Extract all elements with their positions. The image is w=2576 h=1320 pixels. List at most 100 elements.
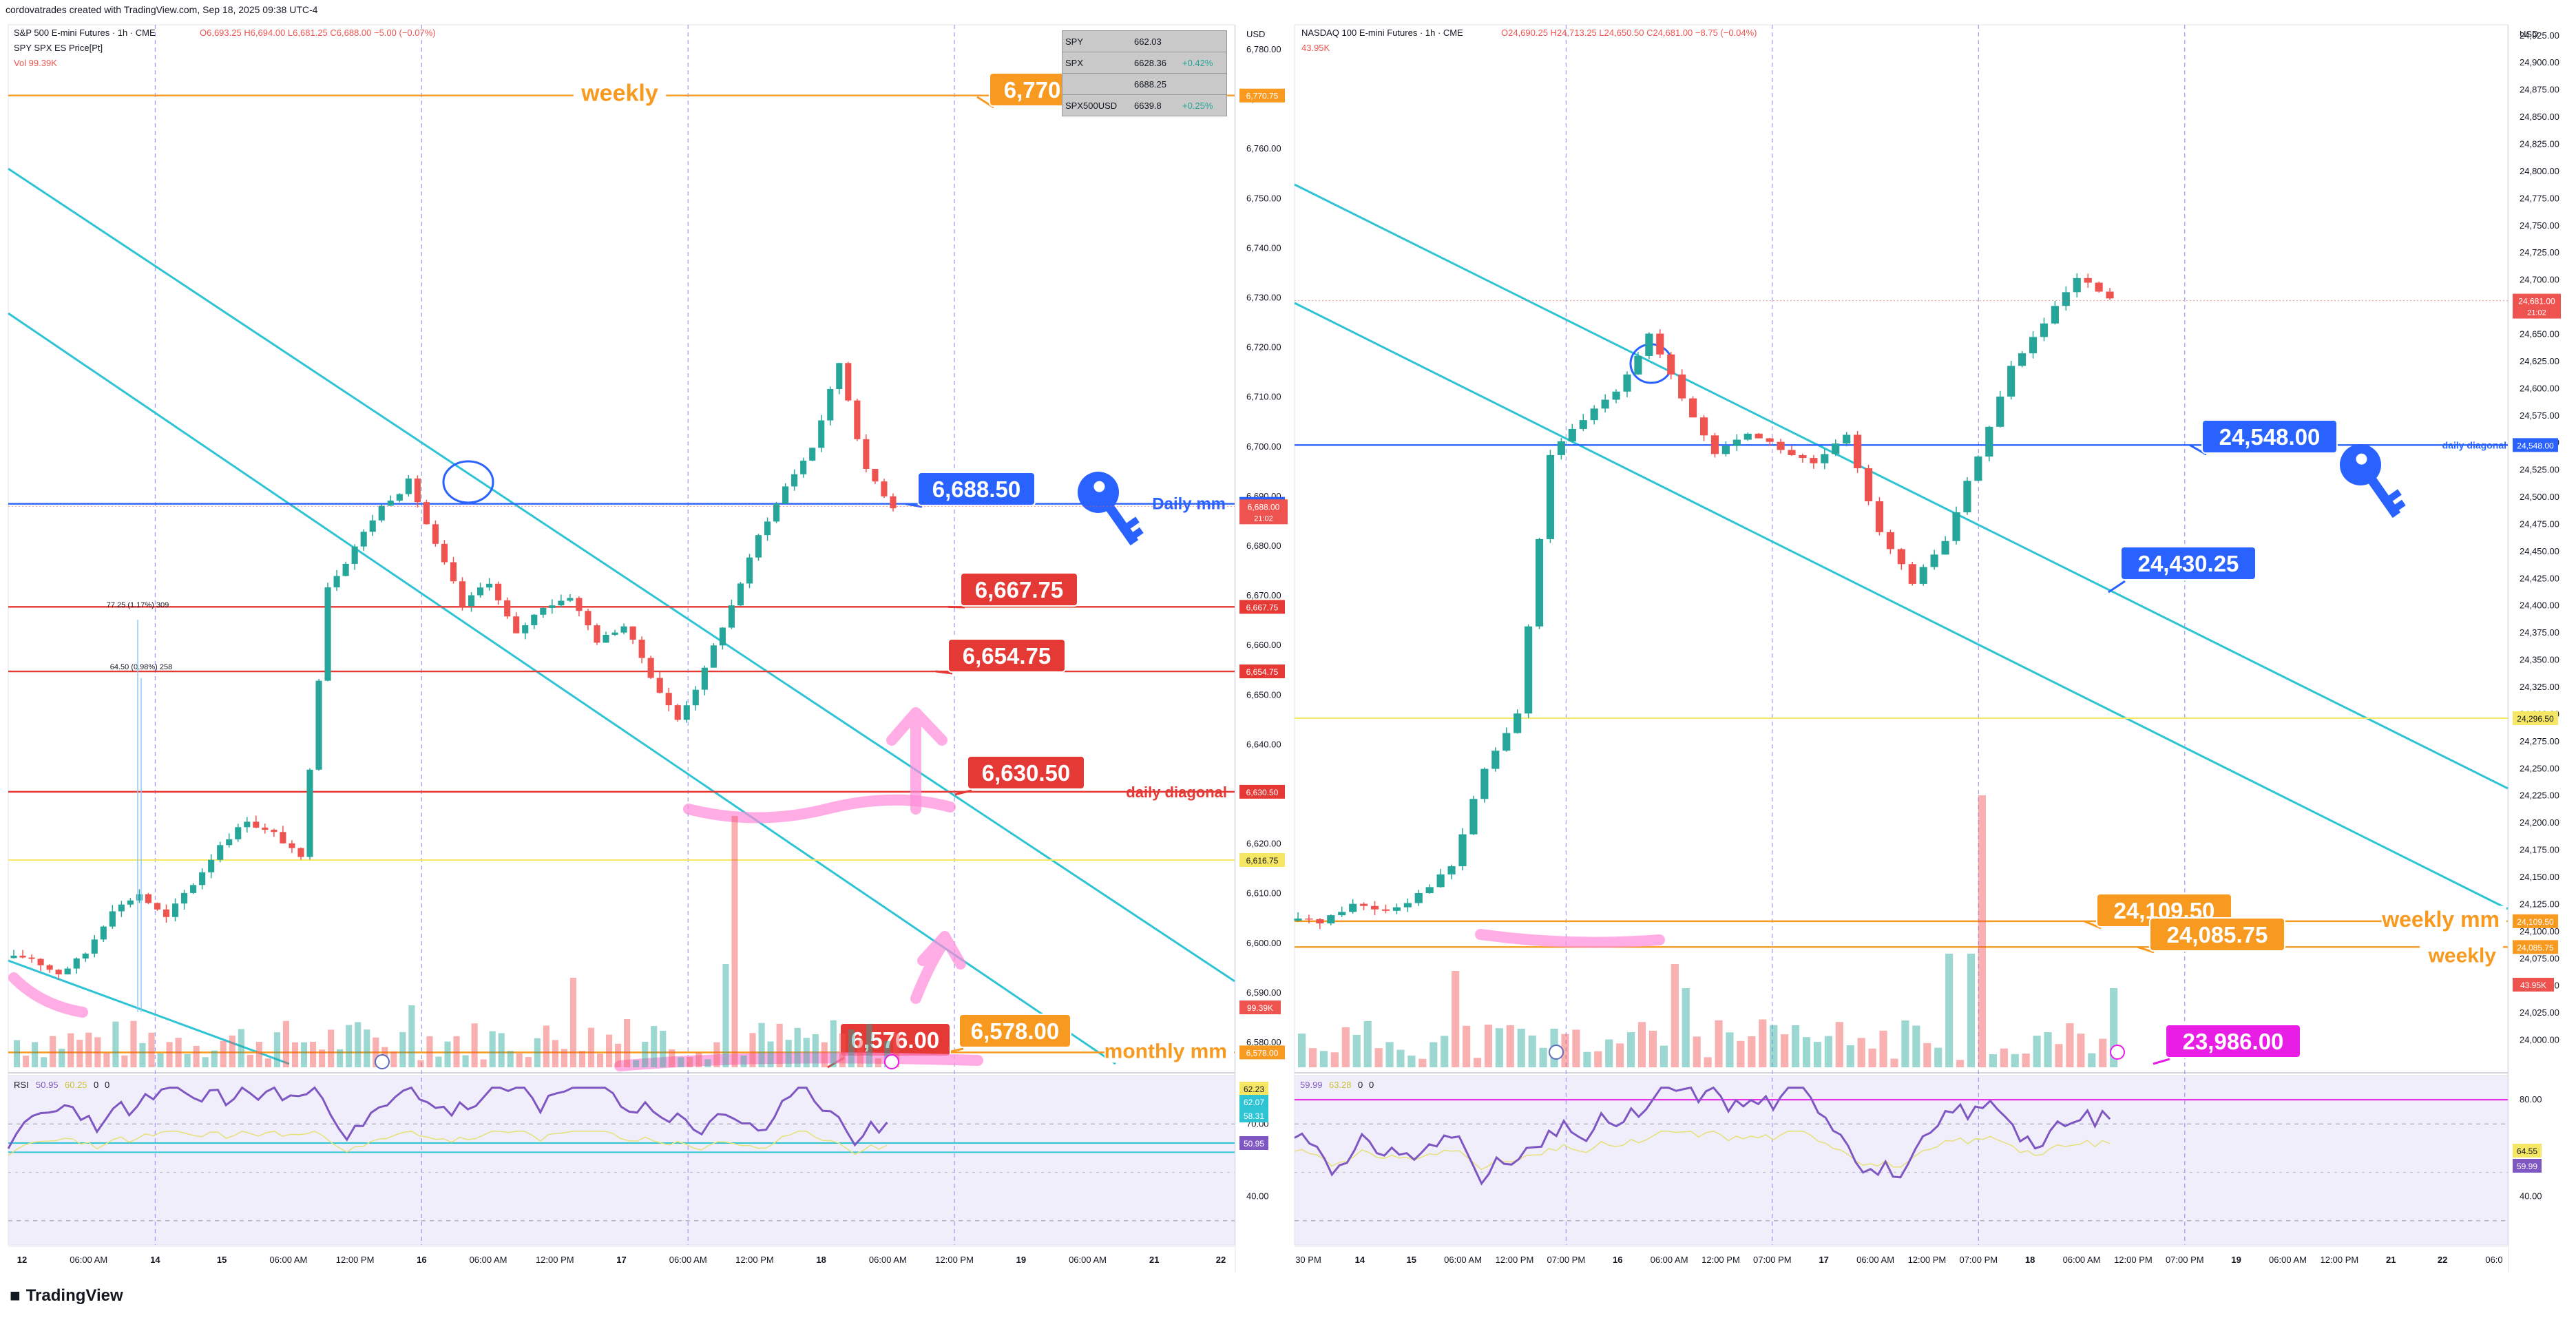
right-volume-bar bbox=[1857, 1038, 1865, 1067]
right-volume-bar bbox=[1648, 1030, 1657, 1067]
left-volume-bar bbox=[812, 1034, 819, 1067]
left-key-shaft bbox=[1102, 500, 1139, 546]
left-candle bbox=[64, 968, 71, 975]
right-candle bbox=[1963, 481, 1971, 513]
right-volume-bar bbox=[1352, 1034, 1361, 1067]
left-volume-bar bbox=[408, 1005, 415, 1067]
right-candle bbox=[1447, 866, 1456, 874]
right-callout-pointer bbox=[2108, 580, 2126, 594]
left-candle bbox=[10, 955, 17, 958]
right-candle bbox=[1721, 446, 1730, 454]
left-candle bbox=[881, 481, 888, 496]
right-candle bbox=[1414, 893, 1423, 903]
left-y-tick-label: 6,600.00 bbox=[1246, 938, 1281, 948]
left-volume-bar bbox=[220, 1040, 227, 1067]
left-candle bbox=[73, 958, 80, 969]
right-level-axis-label: 24,085.75 bbox=[2517, 943, 2554, 952]
right-candle bbox=[1623, 374, 1631, 392]
right-callout-box bbox=[2165, 1024, 2301, 1058]
caption: cordovatrades created with TradingView.c… bbox=[6, 4, 318, 15]
left-key-tooth bbox=[1131, 527, 1144, 539]
right-level-label: daily diagonal bbox=[2442, 439, 2506, 450]
right-y-tick-label: 24,075.00 bbox=[2520, 953, 2559, 963]
left-candle bbox=[737, 583, 744, 606]
right-candle bbox=[1579, 420, 1587, 429]
right-candle bbox=[2018, 353, 2027, 366]
left-candle bbox=[450, 562, 457, 582]
right-candle bbox=[1777, 441, 1785, 450]
right-x-tick-label: 14 bbox=[1355, 1255, 1365, 1265]
watchlist-row[interactable]: SPY 662.03 bbox=[1062, 31, 1226, 52]
left-candle bbox=[710, 645, 717, 668]
left-volume-bar bbox=[32, 1042, 39, 1067]
right-level-label: weekly mm bbox=[2381, 907, 2500, 932]
left-candle bbox=[324, 587, 331, 681]
left-candle bbox=[271, 830, 278, 832]
left-volume-bar bbox=[94, 1037, 101, 1067]
left-candle bbox=[306, 769, 313, 857]
left-candle bbox=[163, 909, 170, 917]
left-volume-bar bbox=[238, 1029, 244, 1067]
left-drawn-arrow bbox=[886, 707, 947, 815]
right-x-tick-label: 06:00 AM bbox=[1856, 1255, 1894, 1265]
right-callout-label: 24,548.00 bbox=[2219, 424, 2321, 450]
left-candle bbox=[154, 903, 161, 910]
right-rsi-value: 59.99 bbox=[1300, 1080, 1323, 1090]
left-volume-bar bbox=[417, 1060, 424, 1067]
left-candle bbox=[701, 667, 708, 690]
left-candle bbox=[719, 627, 726, 646]
right-volume-bar bbox=[1517, 1029, 1525, 1067]
right-volume-bar bbox=[1759, 1019, 1767, 1067]
left-volume-bar bbox=[390, 1051, 397, 1067]
left-level-axis-tag bbox=[1239, 853, 1285, 868]
right-volume-bar bbox=[1341, 1027, 1350, 1067]
right-level-axis-tag bbox=[2513, 914, 2558, 928]
right-channel-line bbox=[1294, 183, 2509, 790]
right-volume-bar bbox=[1824, 1036, 1832, 1067]
right-volume-bar bbox=[1463, 1025, 1471, 1067]
left-rsi-extra-value: 0 bbox=[94, 1080, 98, 1090]
left-rsi-axis-tag bbox=[1239, 1095, 1268, 1109]
left-volume-bar bbox=[364, 1029, 370, 1067]
right-level-axis-label: 24,109.50 bbox=[2517, 917, 2554, 927]
watchlist-change: +0.25% bbox=[1182, 100, 1213, 111]
right-candle bbox=[1338, 912, 1346, 916]
left-last-price-tag bbox=[1239, 499, 1288, 525]
right-y-tick-label: 24,500.00 bbox=[2520, 492, 2559, 502]
right-volume-bar bbox=[1879, 1030, 1887, 1067]
tradingview-wordmark: TradingView bbox=[25, 1286, 123, 1305]
left-x-tick-label: 22 bbox=[1216, 1255, 1226, 1265]
left-volume-bar bbox=[821, 1042, 828, 1067]
right-key-icon bbox=[2340, 444, 2406, 518]
left-callout-box bbox=[960, 572, 1078, 607]
right-volume-bar bbox=[1737, 1040, 1745, 1067]
watchlist-row[interactable]: 6688.25 bbox=[1062, 74, 1226, 95]
right-y-tick-label: 24,575.00 bbox=[2520, 410, 2559, 421]
right-candle bbox=[1799, 455, 1807, 459]
watchlist-row[interactable]: SPX500USD 6639.8 +0.25% bbox=[1062, 95, 1226, 116]
watchlist-symbol: SPX bbox=[1065, 57, 1084, 68]
left-callout-pointer bbox=[954, 789, 972, 796]
right-candle bbox=[2062, 292, 2070, 306]
left-channel-line bbox=[8, 959, 290, 1065]
right-volume-bar bbox=[1934, 1047, 1943, 1067]
left-candle bbox=[414, 478, 421, 503]
left-rsi-ma-line bbox=[8, 1131, 888, 1156]
tradingview-logo[interactable]: ■ TradingView bbox=[10, 1285, 123, 1306]
left-candle bbox=[818, 420, 825, 448]
left-candle bbox=[360, 532, 367, 547]
right-level-axis-tag bbox=[2513, 940, 2558, 954]
right-volume-bar bbox=[1572, 1029, 1580, 1067]
right-callout-pointer bbox=[2137, 945, 2155, 954]
watchlist-row[interactable]: SPX 6628.36 +0.42% bbox=[1062, 52, 1226, 74]
left-y-tick-label: 6,660.00 bbox=[1246, 640, 1281, 650]
left-candle bbox=[845, 363, 852, 401]
left-volume-legend: Vol 99.39K bbox=[14, 58, 57, 68]
left-candle bbox=[513, 616, 520, 633]
right-level-axis-tag bbox=[2513, 711, 2558, 725]
left-candle bbox=[800, 460, 807, 474]
left-volume-bar bbox=[328, 1029, 335, 1067]
left-rsi-axis-label: 62.23 bbox=[1244, 1085, 1264, 1094]
left-volume-bar bbox=[112, 1021, 119, 1067]
